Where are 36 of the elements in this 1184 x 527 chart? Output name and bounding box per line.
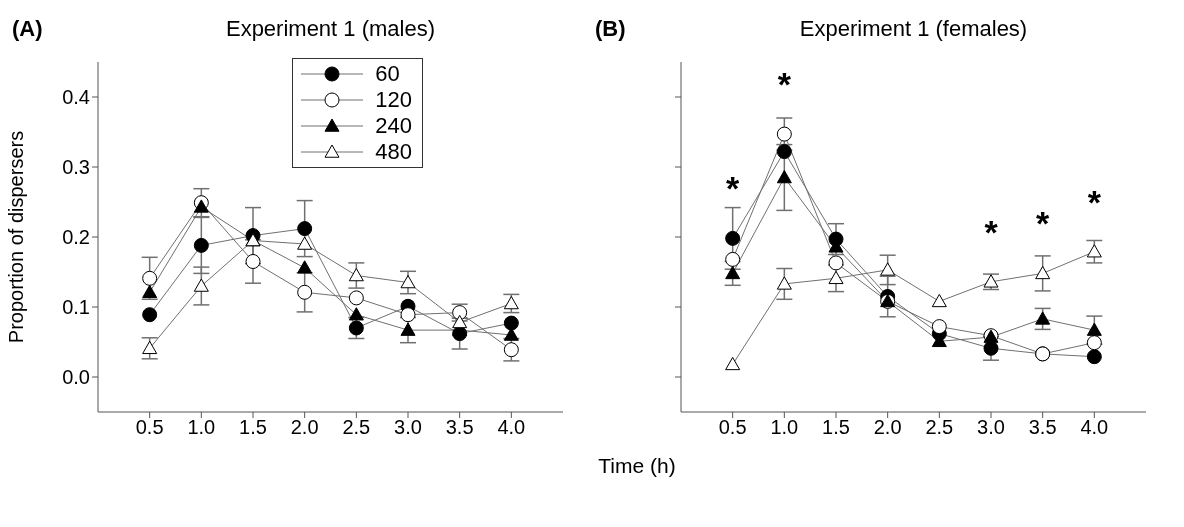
x-tick-label: 1.0 (770, 416, 799, 439)
x-tick-label: 2.0 (290, 416, 319, 439)
x-tick-label: 3.5 (1028, 416, 1057, 439)
chart-title: Experiment 1 (females) (798, 16, 1029, 42)
x-tick-label: 2.5 (342, 416, 371, 439)
annotation: * (984, 212, 999, 251)
x-tick-label: 2.0 (873, 416, 902, 439)
annotation: * (1087, 182, 1102, 221)
x-tick-label: 2.5 (925, 416, 954, 439)
x-tick-label: 3.0 (977, 416, 1005, 439)
y-tick-label: 0.2 (62, 226, 90, 249)
x-tick-label: 1.5 (239, 416, 267, 439)
legend-label: 480 (375, 139, 412, 165)
x-tick-label: 0.5 (135, 416, 164, 439)
annotation: * (726, 169, 741, 208)
x-tick-label: 1.5 (822, 416, 850, 439)
text: (B) (595, 16, 626, 42)
legend-label: 120 (375, 87, 412, 113)
x-tick-label: 3.0 (394, 416, 422, 439)
x-tick-label: 4.0 (497, 416, 526, 439)
y-tick-label: 0.4 (62, 86, 90, 109)
x-tick-label: 0.5 (718, 416, 747, 439)
x-tick-label: 3.5 (445, 416, 474, 439)
annotation: * (777, 65, 792, 104)
x-tick-label: 4.0 (1080, 416, 1109, 439)
legend-label: 240 (375, 113, 412, 139)
text: (A) (12, 16, 43, 42)
y-tick-label: 0.3 (62, 156, 90, 179)
chart-title: Experiment 1 (males) (224, 16, 437, 42)
annotation: * (1036, 204, 1051, 243)
x-axis-title: Time (h) (597, 454, 677, 478)
x-tick-label: 1.0 (187, 416, 216, 439)
y-axis-title: Proportion of dispersers (5, 130, 28, 344)
legend-label: 60 (375, 61, 400, 87)
y-tick-label: 0.0 (62, 366, 90, 389)
y-tick-label: 0.1 (62, 296, 90, 319)
